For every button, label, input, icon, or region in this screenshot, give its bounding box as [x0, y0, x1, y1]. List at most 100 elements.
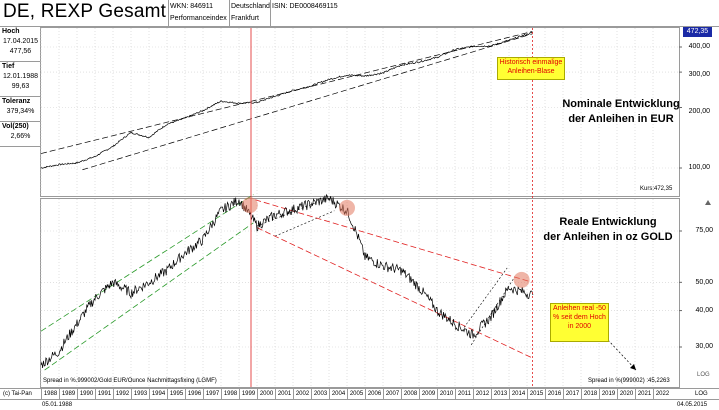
top-ytick-label: 300,00 — [688, 71, 710, 78]
stat-divider — [0, 96, 40, 97]
year-tick-label: 2006 — [365, 389, 383, 399]
last-price-badge: 472,35 — [683, 27, 712, 37]
end-date: 04.05.2015 — [677, 402, 708, 408]
year-tick-label: 1997 — [203, 389, 221, 399]
stat-high: Hoch 17.04.2015 477,56 — [0, 27, 39, 57]
stat-volatility-label: Vol(250) — [2, 123, 29, 130]
bottom-chart-title-1: Reale Entwicklung — [559, 216, 657, 228]
copyright: (c) Tai-Pan — [3, 391, 32, 397]
wkn-label: WKN: 846911 — [170, 3, 214, 10]
year-tick-label: 2001 — [275, 389, 293, 399]
arrowhead-icon — [630, 364, 636, 370]
stat-divider — [0, 121, 40, 122]
bottom-ytick-label: 30,00 — [695, 343, 713, 350]
bubble-note: Historisch einmalige Anleihen-Blase — [497, 57, 565, 80]
stat-high-date: 17.04.2015 — [2, 38, 39, 45]
green-channel-lower — [44, 222, 254, 371]
stat-divider — [0, 61, 40, 62]
year-tick-label: 1990 — [77, 389, 95, 399]
exchange-label: Frankfurt — [231, 15, 260, 22]
kurs-label: Kurs:472,35 — [640, 186, 673, 192]
year-tick-label: 2014 — [509, 389, 527, 399]
year-tick-label: 2016 — [545, 389, 563, 399]
consolidation-lower — [274, 210, 335, 237]
top-plot-frame — [40, 27, 680, 197]
stat-low-value: 99,63 — [11, 83, 30, 90]
bottom-ytick-label: 75,00 — [695, 227, 713, 234]
bottom-plot-frame — [40, 198, 680, 388]
year-tick-label: 2020 — [617, 389, 635, 399]
scroll-up-icon — [705, 200, 711, 205]
year-tick-label: 2015 — [527, 389, 545, 399]
bottom-ytick-label: 40,00 — [695, 307, 713, 314]
year-tick-label: 1999 — [239, 389, 257, 399]
stat-low-label: Tief — [2, 63, 15, 70]
recovery-upper — [463, 267, 508, 328]
green-channel-upper — [40, 194, 254, 332]
year-tick-label: 2017 — [563, 389, 581, 399]
year-tick-label: 2007 — [383, 389, 401, 399]
top-series-line — [40, 32, 534, 169]
year-tick-label: 2013 — [491, 389, 509, 399]
loss-note: Anleihen real -50 % seit dem Hoch in 200… — [550, 303, 609, 342]
chart-title: DE, REXP Gesamt — [3, 1, 167, 22]
bottom-ytick-label: 50,00 — [695, 279, 713, 286]
footer-log-label: LOG — [695, 391, 708, 397]
top-ytick-label: 400,00 — [688, 43, 710, 50]
year-tick-label: 1998 — [221, 389, 239, 399]
stat-tolerance-label: Toleranz — [2, 98, 31, 105]
year-tick-label: 1992 — [113, 389, 131, 399]
stat-high-value: 477,56 — [9, 48, 32, 55]
red-channel-upper — [255, 199, 533, 283]
stat-high-label: Hoch — [2, 28, 20, 35]
country-label: Deutschland — [231, 3, 270, 10]
stat-divider — [0, 146, 40, 147]
header-sep-3 — [270, 0, 271, 26]
bottom-chart-title-2: der Anleihen in oz GOLD — [543, 231, 673, 243]
stat-tolerance: Toleranz 379,34% — [0, 97, 39, 117]
stat-volatility: Vol(250) 2,66% — [0, 122, 39, 142]
year-tick-label: 2000 — [257, 389, 275, 399]
year-tick-label: 1989 — [59, 389, 77, 399]
top-chart-title-1: Nominale Entwicklung — [562, 98, 680, 110]
stat-low-date: 12.01.1988 — [2, 73, 39, 80]
index-type-label: Performanceindex — [170, 15, 227, 22]
year-tick-label: 2012 — [473, 389, 491, 399]
bottom-log-label: LOG — [697, 372, 710, 378]
top-channel-lower — [82, 33, 533, 171]
x-axis-bottom-line — [0, 399, 719, 400]
year-tick-label: 2004 — [329, 389, 347, 399]
peak-highlight — [241, 197, 258, 214]
top-chart-title-2: der Anleihen in EUR — [568, 113, 674, 125]
year-tick-label: 1993 — [131, 389, 149, 399]
year-tick-label: 2018 — [581, 389, 599, 399]
projection-arrow — [607, 339, 637, 371]
x-axis-top-line — [0, 388, 719, 389]
top-ytick-label: 200,00 — [688, 108, 710, 115]
isin-label: ISIN: DE0008469115 — [272, 3, 338, 10]
header-divider — [0, 26, 719, 27]
header-sep-1 — [168, 0, 169, 26]
top-ytick-label: 100,00 — [688, 164, 710, 171]
peak-highlight — [339, 199, 355, 216]
year-tick-label: 1995 — [167, 389, 185, 399]
stat-low: Tief 12.01.1988 99,63 — [0, 62, 39, 92]
year-tick-label: 2008 — [401, 389, 419, 399]
year-tick-label: 1994 — [149, 389, 167, 399]
year-tick-label: 2003 — [311, 389, 329, 399]
bottom-series-line — [40, 193, 534, 369]
year-tick-label: 1991 — [95, 389, 113, 399]
spread-right-label: Spread in %(999002) :45,2263 — [588, 378, 670, 384]
stat-volatility-value: 2,66% — [10, 133, 31, 140]
stat-tolerance-value: 379,34% — [6, 108, 35, 115]
year-tick-label: 1988 — [41, 389, 59, 399]
year-tick-label: 2021 — [635, 389, 653, 399]
year-tick-label: 2022 — [653, 389, 671, 399]
year-tick-label: 2005 — [347, 389, 365, 399]
start-date: 05.01.1988 — [42, 402, 73, 408]
year-tick-label: 2010 — [437, 389, 455, 399]
year-tick-label: 2002 — [293, 389, 311, 399]
year-tick-label: 2009 — [419, 389, 437, 399]
spread-left-label: Spread in %.999002/Gold EUR/Ounce Nachmi… — [43, 378, 217, 384]
